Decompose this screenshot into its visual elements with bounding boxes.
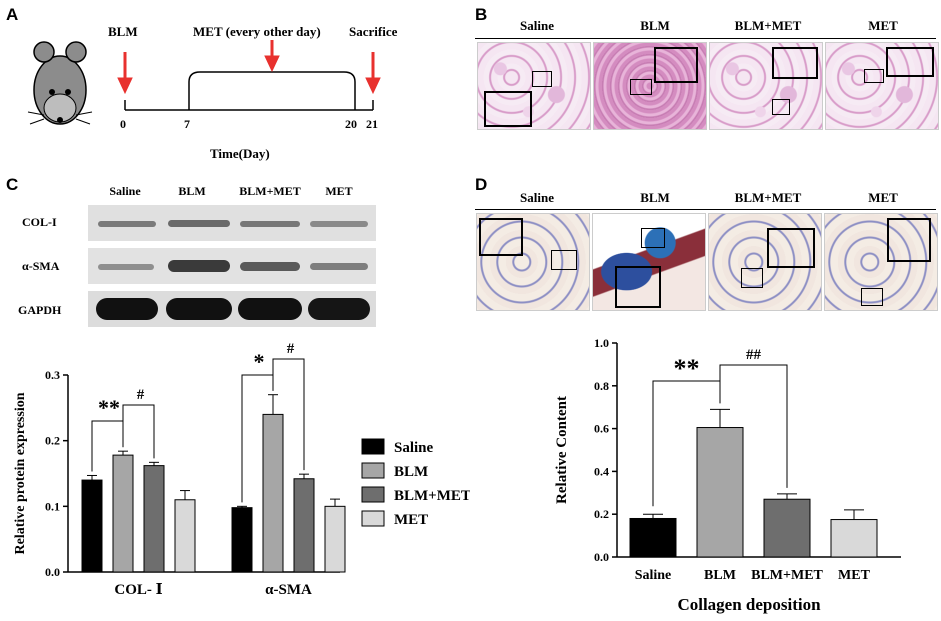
collagen-content-chart: 0.0 0.2 0.4 0.6 0.8 1.0 Relative Content Saline… (554, 336, 901, 614)
masson-image-met (824, 213, 938, 311)
sacrifice-arrowhead (365, 77, 381, 95)
he-image-saline (477, 42, 591, 130)
panel-b-letter: B (475, 5, 488, 24)
x-category-label: COL- Ⅰ (114, 582, 162, 598)
wb-header-met: MET (325, 184, 353, 198)
x-category-label: BLM (704, 568, 736, 583)
legend-label: Saline (394, 440, 434, 456)
legend-swatch (361, 462, 385, 479)
histology-he-label-saline: Saline (520, 18, 554, 33)
bracket-saline-blm-label: ** (674, 354, 700, 383)
timeline-tick-21: 21 (366, 117, 378, 131)
masson-image-saline (476, 213, 590, 311)
y-tick-label: 0.0 (594, 550, 609, 564)
mt-label-underline (475, 209, 936, 210)
y-tick-label: 0.2 (594, 507, 609, 521)
wb-blot-col1 (88, 205, 376, 241)
bar-blm (262, 413, 284, 573)
panel-d-letter: D (475, 175, 488, 194)
histology-mt-label-saline: Saline (520, 190, 554, 205)
y-tick-label: 0.2 (45, 434, 60, 448)
wb-header-blm: BLM (178, 184, 206, 198)
legend-swatch (361, 438, 385, 455)
bar-saline (81, 479, 103, 573)
histology-he-label-blm: BLM (640, 18, 670, 33)
bracket-col1-blm-met-label: # (137, 387, 145, 403)
y-tick-label: 1.0 (594, 336, 609, 350)
x-axis-label: Collagen deposition (677, 595, 821, 614)
wb-blot-gapdh (88, 291, 376, 327)
timeline-tick-20: 20 (345, 117, 357, 131)
bar-blm (696, 427, 744, 558)
x-category-label: α-SMA (265, 582, 312, 598)
wb-blot-asma (88, 248, 376, 284)
bracket-saline-blm (652, 380, 721, 507)
bar-saline (629, 517, 677, 558)
masson-image-blm-met (708, 213, 822, 311)
bracket-blm-blmmet (719, 364, 788, 488)
histology-mt-label-blm-met: BLM+MET (734, 190, 802, 205)
bar-blm-met (763, 498, 811, 558)
histology-mt-label-met: MET (868, 190, 898, 205)
timeline-tick-7: 7 (184, 117, 190, 131)
y-axis-label: Relative Content (554, 396, 570, 504)
timeline-diagram (27, 40, 381, 125)
blm-event-label: BLM (108, 24, 138, 39)
y-tick-label: 0.1 (45, 499, 60, 513)
panel-a-letter: A (6, 5, 19, 24)
legend-label: BLM (394, 464, 428, 480)
panel-c-letter: C (6, 175, 19, 194)
timeline-tick-0: 0 (120, 117, 126, 131)
he-label-underline (475, 38, 936, 39)
legend-label: MET (394, 512, 428, 528)
y-tick-label: 0.0 (45, 565, 60, 579)
blm-arrowhead (117, 77, 133, 95)
x-category-label: Saline (635, 568, 672, 583)
y-tick-label: 0.3 (45, 368, 60, 382)
wb-row-label-col1: COL-I (22, 215, 57, 229)
x-category-label: MET (838, 568, 871, 583)
wb-row-label-asma: α-SMA (22, 259, 60, 273)
wb-header-saline: Saline (109, 184, 141, 198)
bar-met (174, 499, 196, 573)
y-tick-label: 0.8 (594, 379, 609, 393)
x-category-label: BLM+MET (751, 568, 823, 583)
legend-swatch (361, 486, 385, 503)
bracket-asma-blm-met-label: # (287, 341, 295, 357)
met-arrowhead (264, 55, 280, 73)
masson-image-blm (592, 213, 706, 311)
bracket-blm-blmmet-label: ## (746, 347, 762, 363)
legend-swatch (361, 510, 385, 527)
he-image-met (825, 42, 939, 130)
protein-expression-chart: 0.0 0.1 0.2 0.3 Relative protein expression C… (13, 341, 470, 598)
met-dosing-bracket (188, 71, 356, 100)
histology-he-label-met: MET (868, 18, 898, 33)
wb-header-blm-met: BLM+MET (239, 184, 301, 198)
histology-mt-label-blm: BLM (640, 190, 670, 205)
mouse-icon (27, 41, 93, 125)
he-image-blm-met (709, 42, 823, 130)
bracket-col1-blm-met (122, 404, 155, 459)
sacrifice-event-label: Sacrifice (349, 24, 398, 39)
wb-row-label-gapdh: GAPDH (18, 303, 62, 317)
met-event-label: MET (every other day) (193, 24, 321, 39)
he-image-blm (593, 42, 707, 130)
bracket-col1-saline-blm-label: ** (98, 395, 120, 420)
y-tick-label: 0.4 (594, 464, 609, 478)
bracket-asma-saline-blm-label: * (254, 349, 265, 374)
y-axis-label: Relative protein expression (13, 392, 28, 554)
bar-saline (231, 507, 253, 573)
y-tick-label: 0.6 (594, 422, 609, 436)
legend-label: BLM+MET (394, 488, 470, 504)
bar-blm (112, 454, 134, 573)
histology-he-label-blm-met: BLM+MET (734, 18, 802, 33)
bar-blm-met (293, 478, 315, 573)
bar-blm-met (143, 465, 165, 573)
timeline-axis-label: Time(Day) (210, 146, 270, 161)
bar-met (830, 519, 878, 558)
bracket-asma-blm-met (272, 358, 305, 471)
bar-met (324, 505, 346, 573)
